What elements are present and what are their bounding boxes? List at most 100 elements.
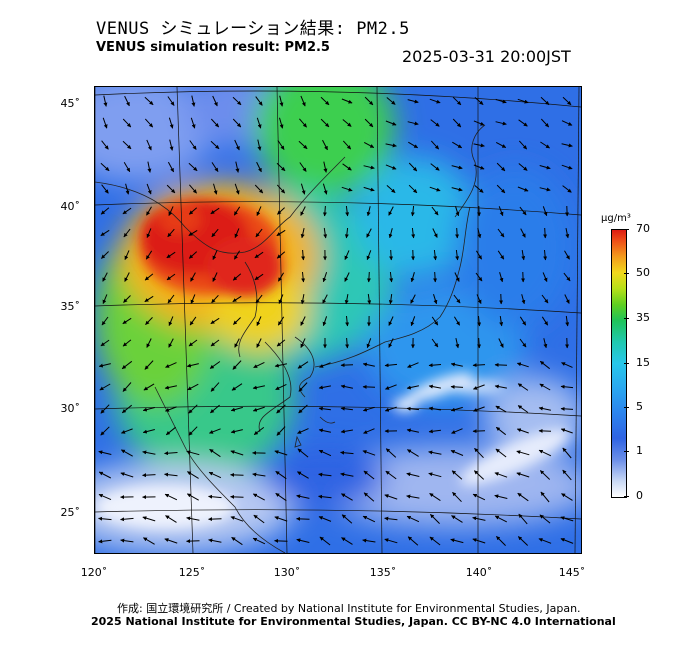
wind-arrow [209,428,221,434]
wind-arrow [340,472,354,477]
wind-arrow [454,272,460,282]
wind-arrow [301,271,306,283]
wind-arrow [298,140,308,150]
wind-arrow [164,493,178,501]
wind-arrow [362,450,376,456]
wind-arrow [560,406,574,411]
wind-arrow [297,428,309,434]
wind-arrow [144,96,154,106]
wind-arrow [142,473,156,478]
clean-air-wisps [95,372,570,529]
wind-arrow [274,538,288,543]
wind-arrow [494,515,508,523]
wind-arrow [322,139,328,151]
wind-arrow [168,117,174,129]
wind-arrow [407,536,419,546]
wind-arrow [255,294,263,304]
wind-arrow [232,273,242,281]
wind-arrow [323,161,328,173]
wind-arrow [518,513,528,525]
wind-arrow [495,98,507,104]
wind-arrow [494,472,508,478]
wind-arrow [322,205,327,217]
latitude-label-45: 45˚ [60,97,81,110]
wind-arrow [543,338,548,349]
wind-arrow [408,184,418,194]
wind-arrow [298,382,308,392]
wind-arrow [366,228,372,238]
wind-arrow [384,494,398,500]
wind-arrow [560,538,574,544]
colorbar-tick-5: 5 [636,400,643,413]
wind-arrow [256,161,262,173]
wind-arrow [410,294,416,304]
wind-arrow [496,162,506,172]
wind-arrow [167,96,175,106]
colorbar-unit-label: μg/m³ [601,213,631,224]
wind-arrow [252,493,265,501]
wind-arrow [475,272,483,282]
map-canvas [95,87,581,553]
wind-arrow [560,428,573,434]
wind-arrow [408,141,419,149]
wind-arrow [120,517,134,522]
wind-arrow [428,472,442,478]
wind-arrow [101,184,109,194]
wind-arrow [209,361,221,369]
wind-arrow [429,98,441,104]
wind-arrow [169,139,174,151]
wind-arrow [345,337,350,349]
wind-arrow [253,426,265,436]
wind-arrow [253,361,265,369]
colorbar-tick-50: 50 [636,266,650,279]
wind-arrow [208,494,222,499]
wind-arrow [256,206,262,216]
wind-arrow [188,207,198,215]
wind-arrow [254,273,264,281]
wind-arrow [477,337,482,349]
wind-arrow [210,207,220,215]
wind-arrow [165,515,177,523]
wind-arrow [428,384,441,389]
wind-arrow [121,428,133,434]
wind-arrow [121,360,133,370]
wind-arrow [384,538,398,544]
wind-arrow [123,228,131,238]
wind-arrow [320,96,330,106]
wind-arrow [407,99,419,104]
wind-arrow [122,317,132,325]
wind-arrow [452,96,462,106]
wind-arrow [146,139,152,151]
wind-arrow [407,121,419,126]
wind-arrow [410,316,416,327]
wind-arrow [340,429,353,434]
wind-arrow [453,294,461,304]
wind-arrow [300,316,306,326]
wind-arrow [167,294,175,304]
wind-arrow [538,449,552,457]
wind-arrow [541,294,549,304]
wind-arrow [561,493,573,501]
wind-arrow [542,206,548,217]
wind-arrow [364,96,374,106]
wind-arrow [318,494,332,499]
wind-arrow [323,227,328,239]
wind-arrow [406,515,420,523]
wind-arrow [561,164,573,170]
wind-arrow [408,162,418,172]
wind-arrow [406,494,420,499]
wind-arrow [472,363,486,368]
wind-arrow [144,118,154,128]
wind-arrow [98,450,112,455]
wind-arrow [341,98,353,104]
wind-arrow [428,429,441,434]
wind-arrow [233,206,241,216]
wind-arrow [476,294,482,304]
wind-arrow [233,250,241,260]
wind-arrow [146,338,152,348]
longitude-label-140: 140˚ [465,566,493,579]
wind-arrow [384,516,398,521]
longitude-label-145: 145˚ [558,566,586,579]
colorbar-tick-0: 0 [636,489,643,502]
colorbar-tick-15: 15 [636,356,650,369]
